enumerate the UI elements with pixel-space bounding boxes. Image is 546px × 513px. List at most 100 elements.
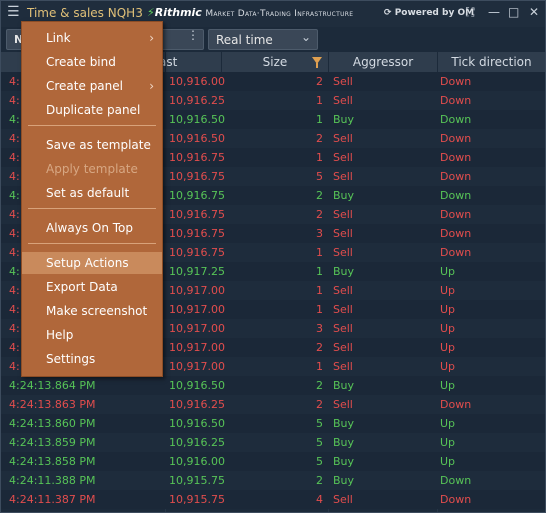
cell-time: 4:: [9, 341, 20, 354]
minimize-icon[interactable]: —: [488, 5, 500, 19]
menu-item-setup-actions[interactable]: Setup Actions: [22, 252, 162, 274]
menu-item-label: Export Data: [46, 280, 118, 294]
cell-aggressor: Buy: [333, 265, 355, 278]
cell-time: 4:24:11.387 PM: [9, 493, 96, 506]
trades-table: 4: 10,916.00 2 Sell Down 4: 10,916.25 1 Sell Down…: [1, 72, 545, 509]
filter-icon[interactable]: [312, 57, 322, 68]
cell-size: 1: [316, 265, 323, 278]
cell-time: 4:24:13.860 PM: [9, 417, 96, 430]
cell-size: 2: [316, 474, 323, 487]
cell-aggressor: Sell: [333, 151, 353, 164]
cell-size: 2: [316, 75, 323, 88]
close-icon[interactable]: ✕: [529, 5, 540, 19]
powered-by-label: ⟳ Powered by OM: [384, 8, 475, 18]
cell-aggressor: Buy: [333, 379, 355, 392]
cell-last: 10,917.00: [169, 322, 225, 335]
cell-aggressor: Sell: [333, 132, 353, 145]
cell-last: 10,916.00: [169, 75, 225, 88]
cell-tick-direction: Up: [440, 360, 456, 373]
cell-aggressor: Buy: [333, 417, 355, 430]
cell-aggressor: Buy: [333, 436, 355, 449]
cell-tick-direction: Up: [440, 284, 456, 297]
cell-tick-direction: Up: [440, 303, 456, 316]
table-row[interactable]: 4:24:13.864 PM 10,916.50 2 Buy Up: [1, 376, 545, 395]
cell-tick-direction: Up: [440, 265, 456, 278]
cell-size: 2: [316, 341, 323, 354]
cell-last: 10,916.25: [169, 436, 225, 449]
cell-size: 1: [316, 113, 323, 126]
rithmic-logo: ⚡Rithmic Market Data·Trading Infrastruct…: [147, 6, 354, 19]
cell-time: 4:24:11.388 PM: [9, 474, 96, 487]
table-row[interactable]: 4:24:11.387 PM 10,915.75 4 Sell Down: [1, 490, 545, 509]
cell-tick-direction: Down: [440, 94, 472, 107]
column-header-tick-direction[interactable]: Tick direction: [451, 55, 532, 69]
mode-select[interactable]: Real time ⌄: [208, 29, 318, 50]
cell-aggressor: Sell: [333, 227, 353, 240]
menu-separator: [28, 208, 156, 209]
cell-aggressor: Sell: [333, 360, 353, 373]
column-header-aggressor[interactable]: Aggressor: [329, 52, 438, 72]
cell-tick-direction: Down: [440, 132, 472, 145]
fullscreen-icon[interactable]: ⛶: [466, 5, 475, 19]
column-header-last[interactable]: ast: [159, 52, 222, 72]
cell-size: 2: [316, 132, 323, 145]
maximize-icon[interactable]: □: [508, 5, 520, 19]
table-row[interactable]: 4:24:13.860 PM 10,916.50 5 Buy Up: [1, 414, 545, 433]
menu-item-set-as-default[interactable]: Set as default: [22, 182, 162, 204]
cell-size: 1: [316, 284, 323, 297]
table-row[interactable]: 4:24:13.863 PM 10,916.25 2 Sell Down: [1, 395, 545, 414]
menu-item-save-as-template[interactable]: Save as template: [22, 134, 162, 156]
menu-item-label: Save as template: [46, 138, 151, 152]
column-header-size[interactable]: Size: [222, 52, 329, 72]
cell-aggressor: Sell: [333, 75, 353, 88]
cell-size: 2: [316, 208, 323, 221]
cell-aggressor: Sell: [333, 341, 353, 354]
cell-last: 10,917.25: [169, 265, 225, 278]
cell-size: 1: [316, 303, 323, 316]
cell-aggressor: Buy: [333, 189, 355, 202]
cell-tick-direction: Up: [440, 322, 456, 335]
menu-item-link[interactable]: Link ›: [22, 27, 162, 49]
table-row[interactable]: 4:24:13.859 PM 10,916.25 5 Buy Up: [1, 433, 545, 452]
column-header-time[interactable]: [1, 52, 166, 72]
cell-tick-direction: Up: [440, 455, 456, 468]
cell-time: 4:: [9, 170, 20, 183]
menu-item-always-on-top[interactable]: Always On Top: [22, 217, 162, 239]
table-row[interactable]: 4:24:13.858 PM 10,916.00 5 Buy Up: [1, 452, 545, 471]
cell-time: 4:24:13.859 PM: [9, 436, 96, 449]
cell-tick-direction: Up: [440, 417, 456, 430]
cell-tick-direction: Down: [440, 474, 472, 487]
cell-last: 10,916.50: [169, 132, 225, 145]
cell-tick-direction: Down: [440, 113, 472, 126]
cell-tick-direction: Down: [440, 170, 472, 183]
menu-item-create-panel[interactable]: Create panel ›: [22, 75, 162, 97]
chevron-right-icon: ›: [149, 31, 154, 45]
menu-item-help[interactable]: Help: [22, 324, 162, 346]
kebab-menu-icon[interactable]: ⋮: [187, 28, 199, 42]
cell-size: 1: [316, 94, 323, 107]
menu-item-duplicate-panel[interactable]: Duplicate panel: [22, 99, 162, 121]
menu-item-export-data[interactable]: Export Data: [22, 276, 162, 298]
cell-tick-direction: Down: [440, 189, 472, 202]
cell-time: 4:24:13.863 PM: [9, 398, 96, 411]
cell-time: 4:: [9, 284, 20, 297]
rithmic-bolt-icon: ⚡: [147, 6, 155, 19]
cell-size: 2: [316, 189, 323, 202]
cell-size: 2: [316, 398, 323, 411]
menu-item-create-bind[interactable]: Create bind: [22, 51, 162, 73]
cell-time: 4:: [9, 303, 20, 316]
cell-size: 5: [316, 436, 323, 449]
cell-tick-direction: Up: [440, 379, 456, 392]
cell-aggressor: Buy: [333, 113, 355, 126]
cell-aggressor: Buy: [333, 474, 355, 487]
cell-tick-direction: Down: [440, 75, 472, 88]
context-menu: Link › Create bind Create panel › Duplicate p…: [21, 21, 163, 377]
hamburger-menu-icon[interactable]: ☰: [7, 4, 20, 20]
menu-item-settings[interactable]: Settings: [22, 348, 162, 370]
cell-tick-direction: Down: [440, 398, 472, 411]
cell-last: 10,917.00: [169, 360, 225, 373]
cell-tick-direction: Down: [440, 493, 472, 506]
menu-item-make-screenshot[interactable]: Make screenshot: [22, 300, 162, 322]
cell-aggressor: Sell: [333, 303, 353, 316]
table-row[interactable]: 4:24:11.388 PM 10,915.75 2 Buy Down: [1, 471, 545, 490]
